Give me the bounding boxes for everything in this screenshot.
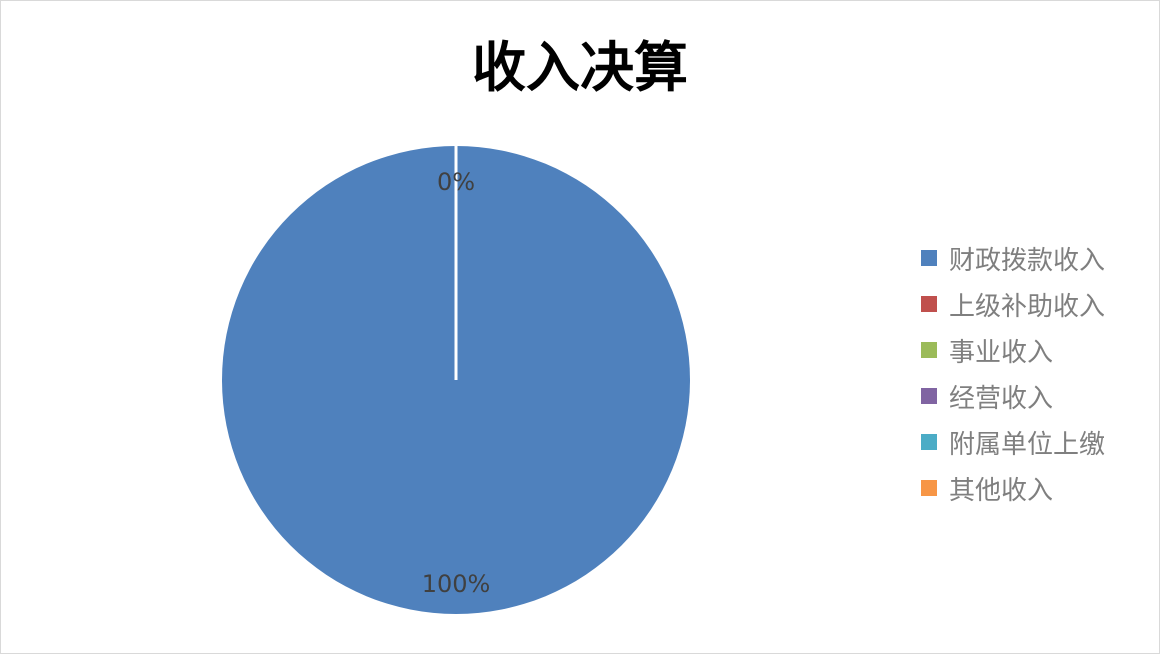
legend-label: 上级补助收入 <box>949 291 1106 322</box>
legend-item: 上级补助收入 <box>921 281 1105 327</box>
legend-swatch <box>921 434 937 450</box>
legend-label: 其他收入 <box>949 475 1054 506</box>
legend-label: 财政拨款收入 <box>949 245 1106 276</box>
legend-item: 经营收入 <box>921 373 1105 419</box>
legend-item: 事业收入 <box>921 327 1105 373</box>
data-label-0: 100% <box>422 570 491 598</box>
legend-label: 经营收入 <box>949 383 1054 414</box>
legend-swatch <box>921 250 937 266</box>
chart-title: 收入决算 <box>472 35 688 99</box>
legend-swatch <box>921 296 937 312</box>
legend-item: 附属单位上缴 <box>921 419 1105 465</box>
legend-swatch <box>921 388 937 404</box>
legend-label: 事业收入 <box>949 337 1054 368</box>
data-label-1: 0% <box>437 168 475 196</box>
legend-label: 附属单位上缴 <box>949 429 1106 460</box>
legend-swatch <box>921 342 937 358</box>
legend: 财政拨款收入 上级补助收入 事业收入经营收入附属单位上缴 其他收入 <box>921 235 1105 511</box>
legend-item: 财政拨款收入 <box>921 235 1105 281</box>
legend-swatch <box>921 480 937 496</box>
legend-item: 其他收入 <box>921 465 1105 511</box>
